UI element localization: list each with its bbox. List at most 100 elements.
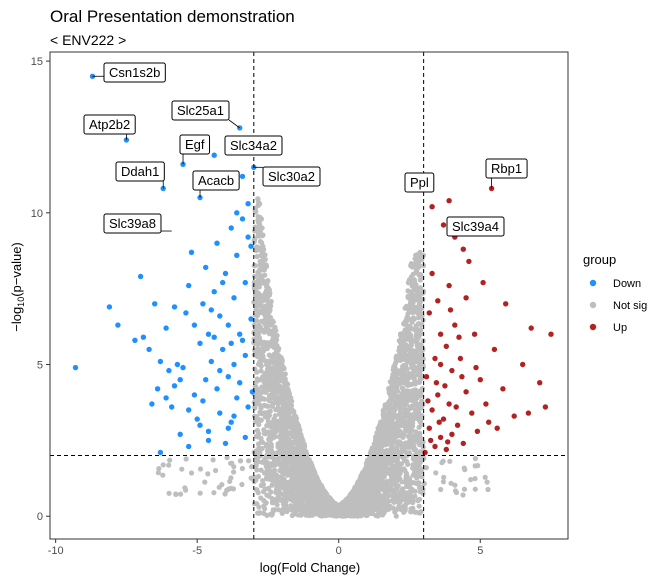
point-not-sig <box>397 406 404 412</box>
point-up <box>428 437 434 444</box>
point-not-sig <box>386 431 392 437</box>
point-not-sig <box>268 468 274 474</box>
point-not-sig <box>239 465 245 472</box>
point-not-sig <box>269 500 276 506</box>
point-not-sig <box>279 443 285 450</box>
point-not-sig <box>269 392 275 398</box>
point-up <box>447 307 454 313</box>
point-not-sig <box>281 403 287 409</box>
point-not-sig <box>412 493 418 499</box>
point-not-sig <box>419 388 425 394</box>
point-not-sig <box>397 397 403 403</box>
point-not-sig <box>297 467 303 473</box>
point-not-sig <box>482 474 488 480</box>
point-not-sig <box>269 454 275 460</box>
point-up <box>423 374 430 380</box>
point-not-sig <box>406 419 412 425</box>
point-not-sig <box>448 480 454 486</box>
point-down <box>237 331 243 337</box>
point-not-sig <box>264 452 270 458</box>
point-not-sig <box>286 431 292 437</box>
point-down <box>211 289 217 295</box>
point-not-sig <box>410 505 416 511</box>
point-down <box>248 316 254 322</box>
point-down <box>203 377 209 383</box>
point-not-sig <box>257 393 263 399</box>
point-not-sig <box>400 338 406 344</box>
point-not-sig <box>284 464 290 470</box>
point-not-sig <box>413 292 419 298</box>
point-not-sig <box>383 439 389 445</box>
point-down <box>245 201 251 207</box>
point-not-sig <box>293 483 299 489</box>
point-up <box>429 270 435 277</box>
point-not-sig <box>265 429 271 435</box>
point-not-sig <box>416 424 422 430</box>
point-not-sig <box>284 381 290 387</box>
point-not-sig <box>399 371 405 378</box>
point-up <box>469 410 475 416</box>
point-not-sig <box>391 368 397 374</box>
point-not-sig <box>155 470 161 476</box>
point-not-sig <box>160 462 166 468</box>
point-not-sig <box>252 383 258 389</box>
point-not-sig <box>378 434 384 440</box>
point-down <box>191 322 198 328</box>
point-not-sig <box>472 476 478 482</box>
point-not-sig <box>399 479 405 485</box>
point-not-sig <box>287 506 293 512</box>
point-not-sig <box>318 483 324 489</box>
point-not-sig <box>257 510 263 516</box>
point-up <box>542 404 549 410</box>
point-not-sig <box>359 500 365 506</box>
point-not-sig <box>286 399 292 405</box>
point-not-sig <box>366 467 372 473</box>
x-axis-title: log(Fold Change) <box>260 560 360 575</box>
point-not-sig <box>417 419 423 425</box>
point-not-sig <box>375 484 381 490</box>
point-not-sig <box>291 497 298 503</box>
point-not-sig <box>263 293 270 299</box>
point-not-sig <box>382 482 389 488</box>
point-not-sig <box>273 352 279 358</box>
point-not-sig <box>326 495 332 501</box>
point-not-sig <box>313 503 319 509</box>
point-up <box>491 346 498 353</box>
point-not-sig <box>298 512 304 518</box>
point-not-sig <box>354 494 360 500</box>
point-down <box>174 361 181 368</box>
point-down <box>157 358 164 365</box>
point-not-sig <box>324 509 330 516</box>
point-not-sig <box>460 492 466 498</box>
point-not-sig <box>167 457 173 463</box>
point-not-sig <box>391 470 398 477</box>
gene-label-text: Egf <box>185 137 205 152</box>
point-up <box>449 367 455 374</box>
point-not-sig <box>374 440 380 446</box>
point-not-sig <box>302 443 308 450</box>
point-not-sig <box>289 441 295 448</box>
point-not-sig <box>261 340 267 346</box>
point-not-sig <box>267 301 273 308</box>
point-not-sig <box>386 449 392 455</box>
point-not-sig <box>255 196 261 202</box>
point-not-sig <box>279 475 285 481</box>
gene-label-text: Slc39a8 <box>109 216 156 231</box>
point-up <box>477 377 483 383</box>
point-not-sig <box>274 368 280 374</box>
point-not-sig <box>254 388 260 394</box>
gene-label: Rbp1 <box>485 158 528 189</box>
point-not-sig <box>166 490 172 496</box>
point-down <box>171 383 178 389</box>
point-not-sig <box>291 458 297 464</box>
point-up <box>435 392 441 398</box>
point-down <box>72 364 79 371</box>
point-not-sig <box>398 331 404 338</box>
point-not-sig <box>307 480 313 486</box>
chart-subtitle: < ENV222 > <box>50 32 126 48</box>
point-not-sig <box>274 342 280 349</box>
gene-label-box <box>83 114 136 135</box>
point-not-sig <box>224 455 230 461</box>
point-not-sig <box>263 262 269 268</box>
point-not-sig <box>237 458 244 464</box>
